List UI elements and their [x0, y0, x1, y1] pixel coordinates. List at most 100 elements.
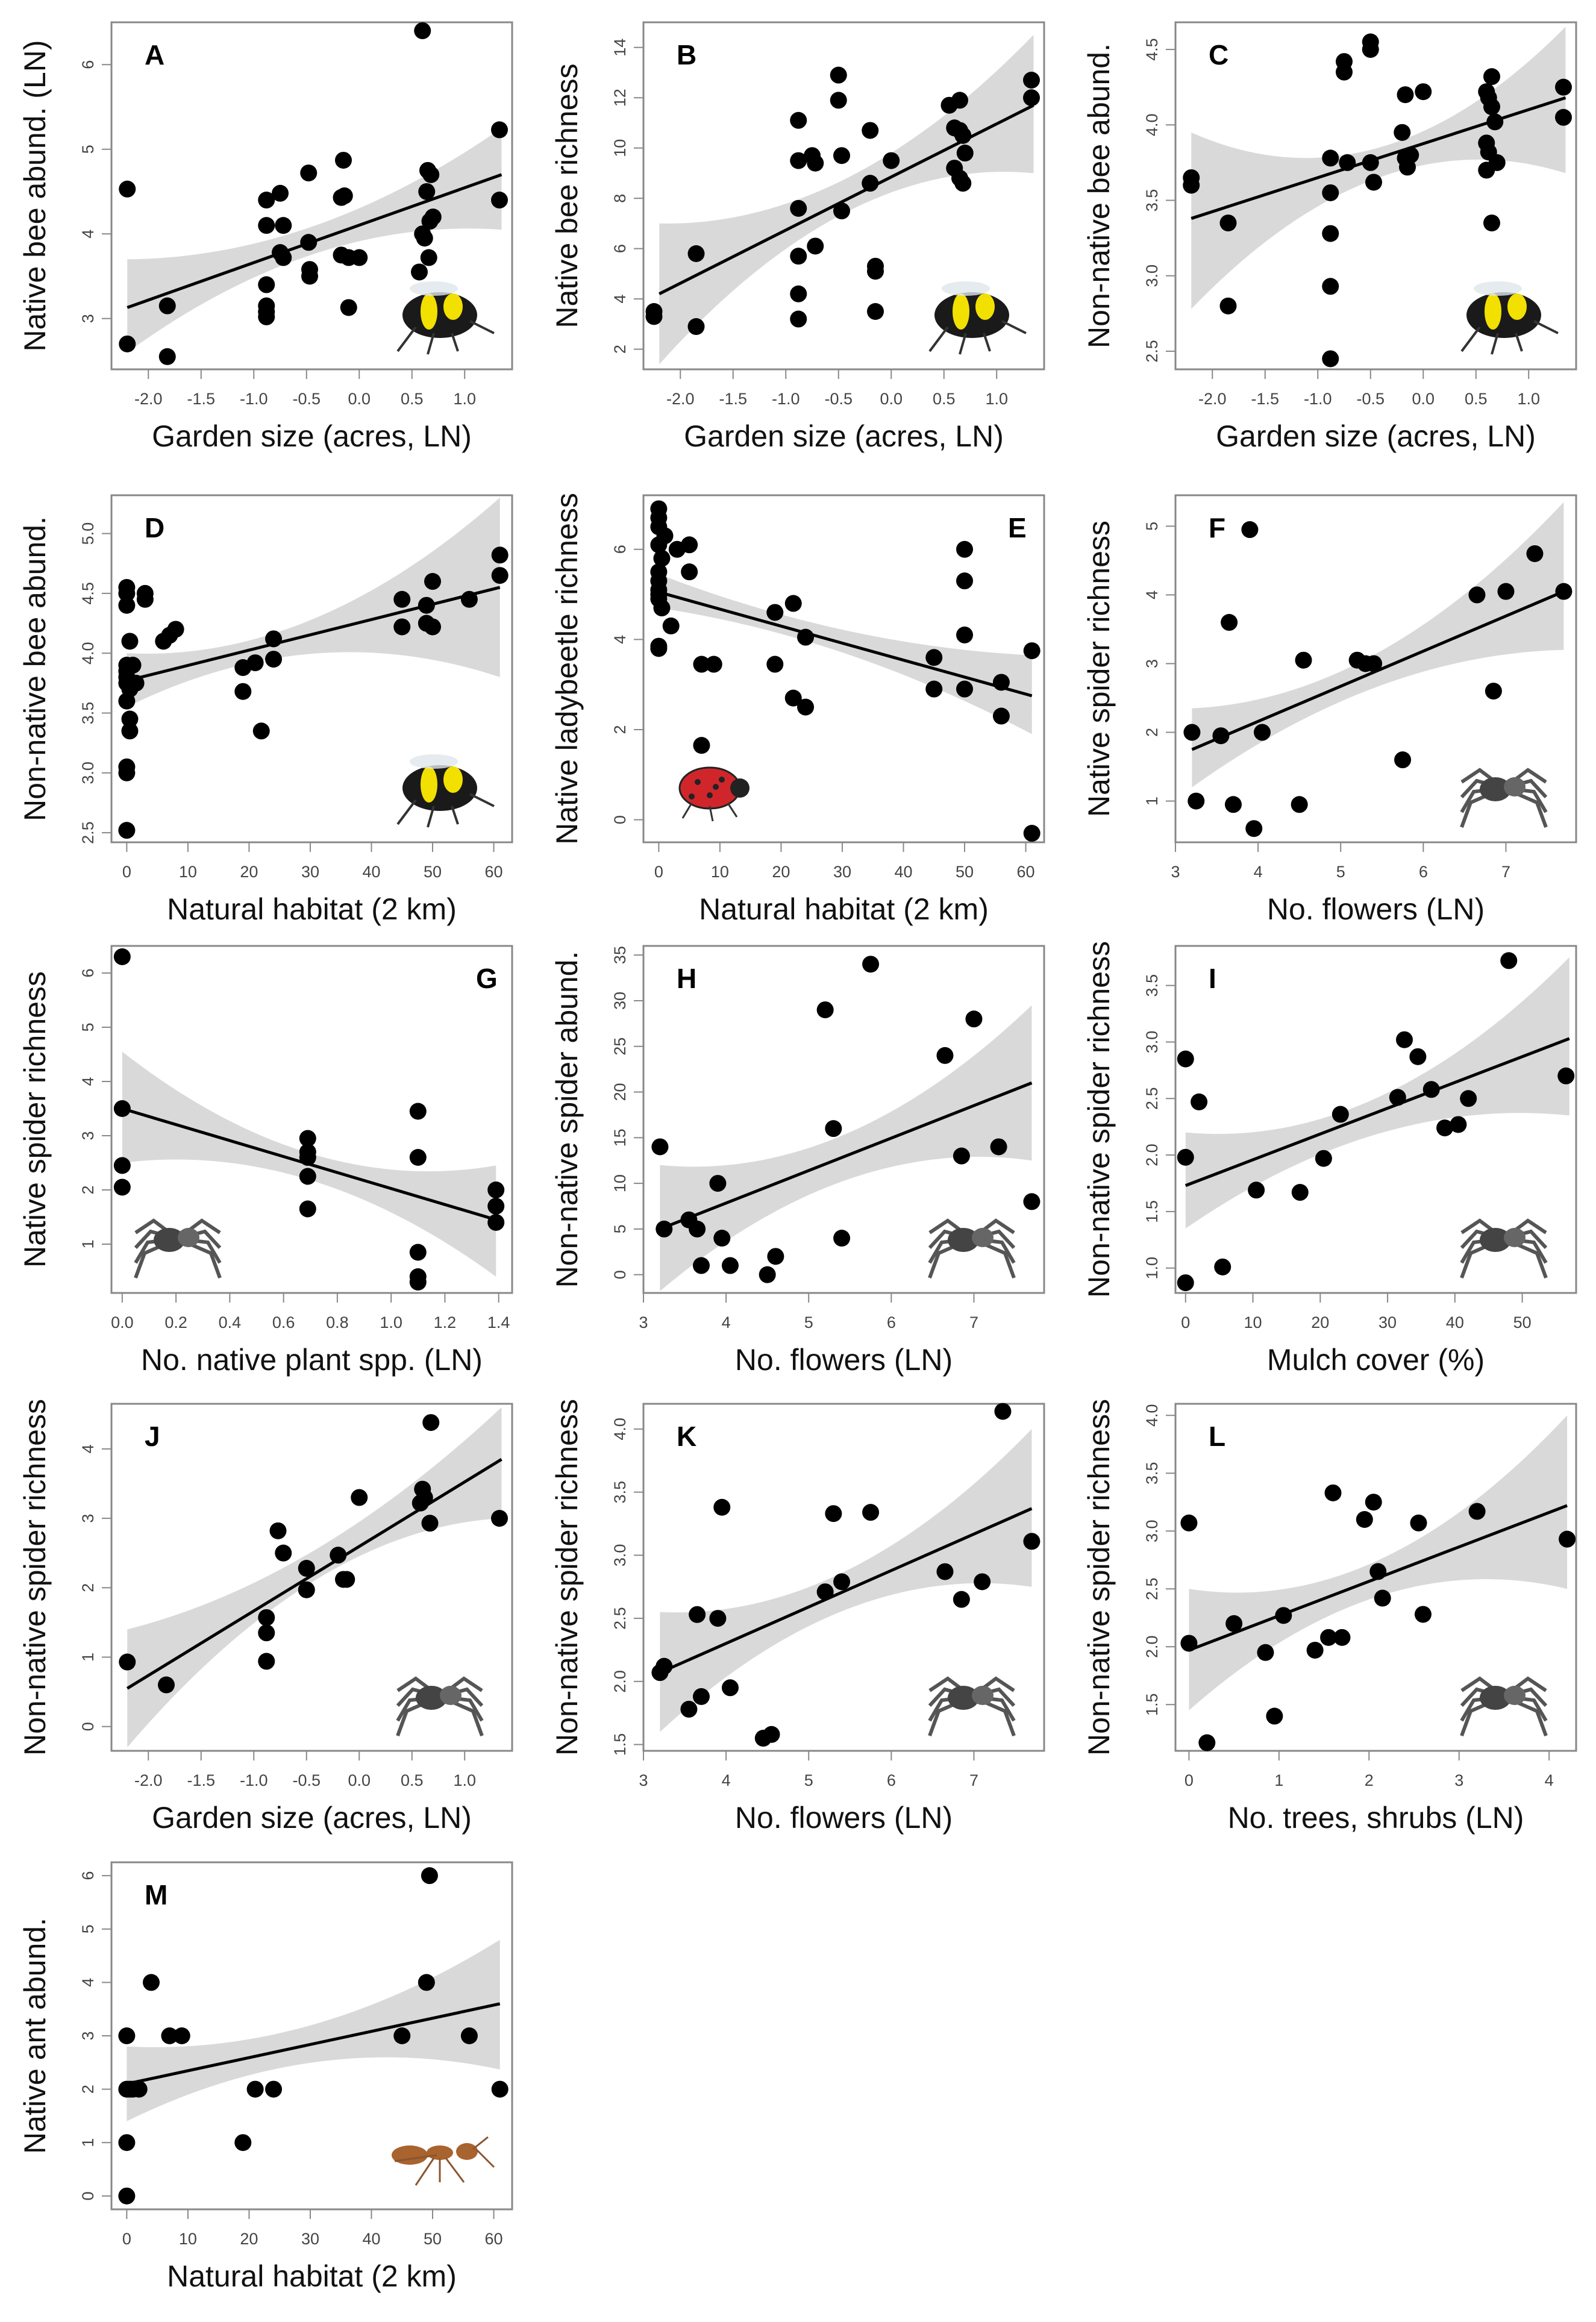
- x-tick-label: 6: [887, 1313, 896, 1332]
- y-tick-label: 3.0: [611, 1544, 629, 1567]
- data-point: [825, 1505, 842, 1522]
- x-tick-label: 3: [1454, 1771, 1463, 1789]
- data-point: [113, 1178, 131, 1196]
- data-point: [956, 626, 974, 643]
- y-axis-label: Non-native spider richness: [550, 1399, 584, 1756]
- data-point: [1365, 174, 1382, 191]
- data-point: [790, 310, 807, 328]
- data-point: [656, 1657, 673, 1675]
- y-axis-label: Native bee richness: [550, 63, 584, 328]
- confidence-band: [127, 497, 500, 707]
- x-axis-label: No. trees, shrubs (LN): [1228, 1801, 1524, 1835]
- data-point: [420, 249, 437, 266]
- data-point: [124, 657, 142, 674]
- data-point: [1023, 89, 1040, 107]
- data-point: [269, 1522, 287, 1539]
- panel-d: 0 10 20 30 40 50 60 2.5 3.0 3.5 4.0 4.5 5.0 Natural h…: [0, 473, 532, 955]
- x-tick-label: -0.5: [824, 390, 853, 408]
- data-point: [422, 1414, 440, 1432]
- panel-j: -2.0 -1.5 -1.0 -0.5 0.0 0.5 1.0 0 1 2 3 4 Garden siz…: [0, 1382, 532, 1864]
- data-point: [1488, 154, 1506, 171]
- data-point: [161, 2027, 178, 2044]
- data-point: [265, 2080, 283, 2098]
- data-point: [258, 308, 275, 325]
- data-point: [158, 1676, 175, 1694]
- data-point: [275, 217, 292, 234]
- x-tick-label: 0: [1184, 1771, 1194, 1789]
- data-point: [1180, 1635, 1198, 1652]
- data-point: [1183, 724, 1201, 741]
- x-tick-label: 30: [301, 2230, 319, 2248]
- panel-letter: B: [677, 39, 696, 70]
- data-point: [681, 563, 698, 581]
- x-tick-label: 4: [1545, 1771, 1554, 1789]
- data-point: [790, 248, 807, 265]
- data-point: [118, 2134, 136, 2151]
- x-tick-label: 0.5: [401, 1771, 424, 1789]
- y-tick-label: 4: [79, 1444, 97, 1453]
- data-point: [833, 202, 850, 220]
- data-point: [1497, 583, 1515, 600]
- data-point: [1245, 820, 1263, 837]
- x-tick-label: -1.5: [1251, 390, 1279, 408]
- data-point: [1410, 1514, 1427, 1532]
- data-point: [460, 590, 478, 608]
- data-point: [299, 1130, 316, 1147]
- data-point: [1295, 651, 1312, 669]
- y-tick-label: 4.5: [79, 582, 97, 605]
- scatter-plot: 3 4 5 6 7 1 2 3 4 5 No. flowers (LN) Native spider …: [1082, 494, 1577, 926]
- data-point: [1365, 655, 1383, 672]
- data-point: [299, 1200, 316, 1218]
- x-tick-label: 1.2: [434, 1313, 457, 1332]
- y-tick-label: 2: [611, 345, 629, 354]
- x-tick-label: 6: [887, 1771, 896, 1789]
- scatter-plot: -2.0 -1.5 -1.0 -0.5 0.0 0.5 1.0 2.5 3.0 3.5 4.0 4.5…: [1082, 21, 1577, 453]
- data-point: [653, 549, 671, 567]
- data-point: [1526, 545, 1544, 562]
- x-tick-label: 6: [1419, 863, 1428, 881]
- data-point: [1023, 642, 1041, 660]
- data-point: [766, 656, 784, 673]
- data-point: [1322, 350, 1339, 368]
- y-tick-label: 6: [611, 244, 629, 253]
- data-point: [790, 152, 807, 169]
- y-tick-label: 2.5: [79, 821, 97, 844]
- y-tick-label: 30: [611, 992, 629, 1010]
- data-point: [1275, 1607, 1292, 1624]
- y-axis-label: Non-native spider richness: [1082, 1399, 1116, 1756]
- data-point: [790, 199, 807, 217]
- y-axis-label: Non-native spider abund.: [550, 951, 584, 1288]
- regression-line: [659, 1081, 1033, 1231]
- data-point: [816, 1583, 834, 1601]
- data-point: [956, 540, 974, 558]
- data-point: [258, 276, 275, 293]
- data-point: [693, 656, 710, 673]
- scatter-plot: -2.0 -1.5 -1.0 -0.5 0.0 0.5 1.0 2 4 6 8 10 12 14 Garde…: [550, 21, 1045, 453]
- data-point: [953, 1591, 970, 1608]
- data-point: [1248, 1181, 1265, 1199]
- x-tick-label: 3: [639, 1313, 648, 1332]
- x-tick-label: 1.0: [453, 390, 476, 408]
- data-point: [1253, 724, 1271, 741]
- data-point: [807, 237, 824, 255]
- data-point: [119, 180, 136, 198]
- panel-letter: G: [476, 963, 498, 994]
- data-point: [418, 183, 436, 200]
- data-point: [351, 249, 368, 266]
- data-point: [1394, 751, 1412, 769]
- data-point: [1177, 1274, 1194, 1292]
- y-tick-label: 0: [79, 1722, 97, 1731]
- data-point: [1322, 278, 1339, 295]
- data-point: [687, 245, 705, 262]
- data-point: [411, 263, 428, 281]
- y-tick-label: 0: [611, 815, 629, 824]
- y-axis-label: Native ant abund.: [18, 1918, 52, 2154]
- data-point: [713, 1230, 731, 1247]
- y-tick-label: 1.5: [1143, 1200, 1161, 1223]
- y-tick-label: 3: [79, 1131, 97, 1140]
- data-point: [421, 1515, 439, 1532]
- x-tick-label: 40: [362, 863, 380, 881]
- y-tick-label: 4: [79, 1077, 97, 1086]
- data-point: [121, 722, 139, 740]
- data-point: [807, 154, 824, 172]
